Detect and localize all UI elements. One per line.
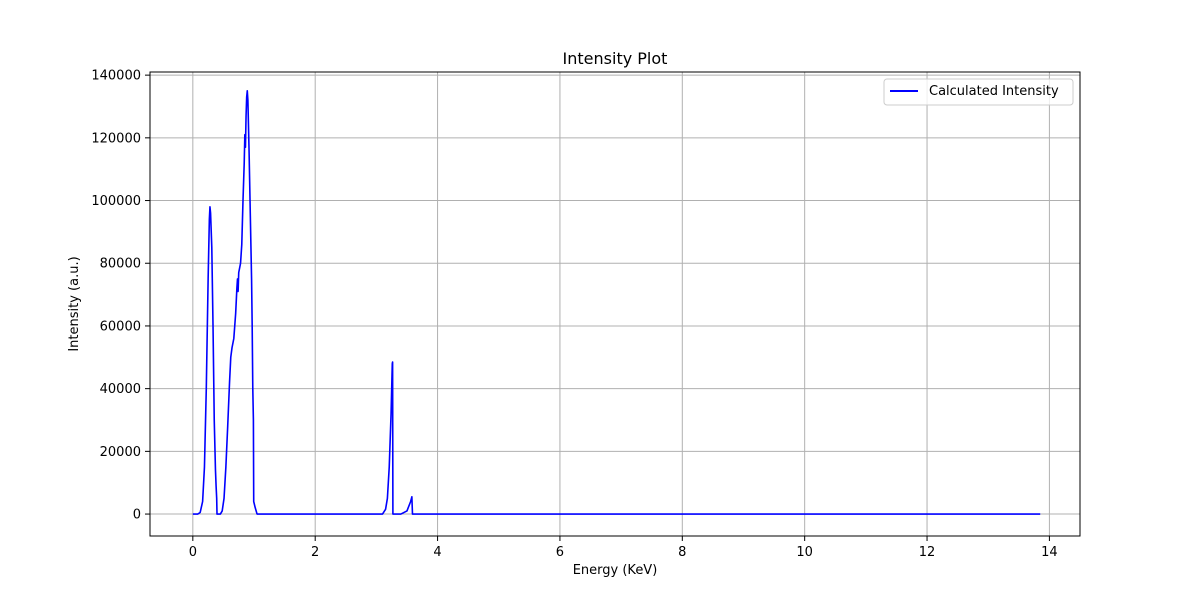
chart-title: Intensity Plot [563,49,668,68]
series-line-calculated-intensity [192,90,1041,515]
plot-area [150,72,1080,536]
y-tick-label: 40000 [100,382,141,397]
y-tick-label: 0 [133,508,141,523]
x-tick-label: 8 [678,545,686,560]
legend-box [883,78,1074,106]
y-tick-label: 60000 [100,319,141,334]
y-axis-label: Intensity (a.u.) [67,256,82,351]
series-layer [192,90,1041,515]
y-tick-label: 80000 [100,257,141,272]
y-tick-label: 120000 [91,131,141,146]
x-tick-label: 2 [311,545,319,560]
y-tick-label: 20000 [100,445,141,460]
x-tick-label: 6 [556,545,564,560]
legend: Calculated Intensity [883,78,1074,106]
x-tick-label: 4 [433,545,441,560]
x-axis-ticks: 0 2 4 6 8 10 12 14 [189,536,1058,560]
x-tick-label: 14 [1041,545,1058,560]
x-axis-label: Energy (KeV) [573,563,658,578]
x-tick-label: 10 [796,545,813,560]
x-tick-label: 12 [919,545,936,560]
x-tick-label: 0 [189,545,197,560]
y-tick-label: 140000 [91,69,141,84]
y-tick-label: 100000 [91,194,141,209]
plot-frame [149,71,1081,537]
legend-label: Calculated Intensity [929,84,1059,99]
y-axis-ticks: 0 20000 40000 60000 80000 100000 120000 140000 [91,69,150,523]
